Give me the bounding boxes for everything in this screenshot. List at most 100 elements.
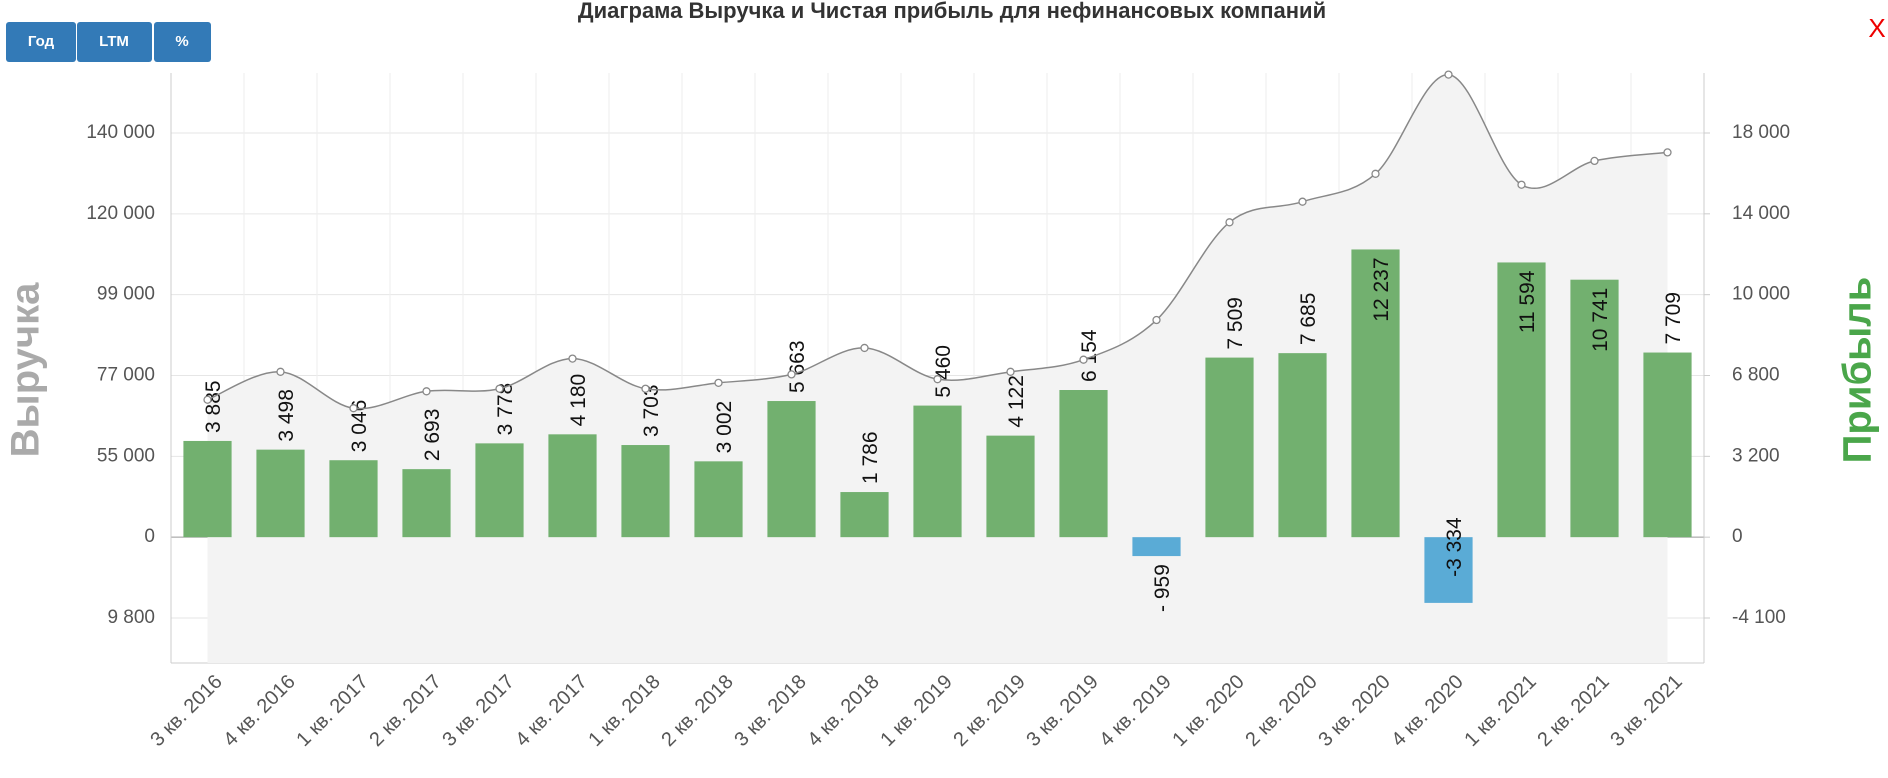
line [207,73,1668,410]
x-tick-label: 4 кв. 2019 [1095,671,1175,751]
data-label: - 959 [1151,564,1174,612]
data-label: 4 122 [1005,375,1028,428]
x-tick-label: 3 кв. 2019 [1022,671,1102,751]
bar [1059,390,1108,538]
y2-axis-title: Прибыль [1836,277,1880,464]
x-tick-label: 4 кв. 2018 [803,671,883,751]
bar [1351,249,1400,538]
x-tick-label: 2 кв. 2019 [949,671,1029,751]
point [568,354,577,363]
x-tick-label: 2 кв. 2018 [657,671,737,751]
point [787,370,796,379]
data-label: 3 778 [494,383,517,436]
button-label[interactable]: LTM [99,33,129,50]
data-label: 4 180 [567,374,590,427]
point [1006,367,1015,376]
point [1225,218,1234,227]
y-tick-label: 9 800 [107,607,155,628]
data-label: 6 154 [1078,329,1101,382]
data-label: 3 885 [202,380,225,433]
bar [475,443,524,538]
data-label: 12 237 [1370,257,1393,321]
button[interactable] [77,22,152,62]
x-tick-label: 1 кв. 2021 [1460,671,1540,751]
x-tick-label: 2 кв. 2021 [1533,671,1613,751]
x-tick-label: 3 кв. 2020 [1314,671,1394,751]
bar [1570,279,1619,538]
data-label: 7 685 [1297,293,1320,346]
point [641,384,650,393]
point [1152,315,1161,325]
y2-tick-label: -4 100 [1732,607,1786,628]
data-label: 3 046 [348,400,371,453]
y2-tick-label: 3 200 [1732,445,1780,466]
y-tick-label: 140 000 [86,122,155,143]
bar [1132,537,1181,557]
point [203,395,212,404]
y-tick-label: 99 000 [97,284,155,305]
close-button[interactable]: X [1868,13,1885,43]
x-tick-label: 2 кв. 2017 [365,671,445,751]
point [1663,148,1672,157]
bar [548,434,597,538]
point [1371,169,1380,178]
x-tick-label: 2 кв. 2020 [1241,671,1321,751]
x-tick-label: 1 кв. 2020 [1168,671,1248,751]
bar [256,449,305,538]
chart-title: Диаграма Выручка и Чистая прибыль для не… [578,0,1326,23]
x-tick-label: 3 кв. 2021 [1606,671,1686,751]
x-tick-label: 1 кв. 2017 [292,671,372,751]
point [1298,197,1307,206]
bar [1205,357,1254,538]
x-tick-label: 3 кв. 2016 [146,671,226,751]
bar [1278,353,1327,538]
y2-tick-label: 6 800 [1732,365,1780,386]
point [495,384,504,393]
point [422,387,431,396]
data-label: 2 693 [421,409,444,462]
button[interactable] [154,22,211,62]
x-tick-label: 4 кв. 2017 [511,671,591,751]
data-label: 7 709 [1662,292,1685,345]
data-label: 5 663 [786,340,809,393]
button[interactable] [6,22,76,62]
bar [767,401,816,538]
data-label: 3 703 [640,384,663,437]
y-tick-label: 120 000 [86,203,155,224]
x-tick-label: 1 кв. 2019 [876,671,956,751]
point [933,375,942,384]
bar [1424,537,1473,603]
x-tick-label: 1 кв. 2018 [584,671,664,751]
bar [183,440,232,538]
x-tick-label: 3 кв. 2018 [730,671,810,751]
y-tick-label: 55 000 [97,445,155,466]
data-label: 10 741 [1589,288,1612,352]
point [1590,156,1599,166]
bar [402,469,451,538]
point [1079,355,1088,364]
bar [986,435,1035,538]
point [1444,70,1453,79]
bar [694,461,743,538]
bar [913,405,962,538]
button-label[interactable]: % [175,33,188,50]
y-tick-label: 77 000 [97,365,155,386]
bar [329,460,378,538]
bar [840,492,889,538]
data-label: 3 002 [713,401,736,454]
x-tick-label: 4 кв. 2016 [219,671,299,751]
x-tick-label: 4 кв. 2020 [1387,671,1467,751]
y2-tick-label: 14 000 [1732,203,1790,224]
y-tick-label: 0 [144,526,155,547]
data-label: 3 498 [275,389,298,442]
point [714,378,723,387]
bar [1643,352,1692,538]
y-axis-title: Выручка [4,282,48,457]
point [1517,180,1526,189]
point [276,367,285,376]
button-label[interactable]: Год [28,33,55,50]
data-label: 7 509 [1224,297,1247,350]
data-label: 5 460 [932,345,955,398]
